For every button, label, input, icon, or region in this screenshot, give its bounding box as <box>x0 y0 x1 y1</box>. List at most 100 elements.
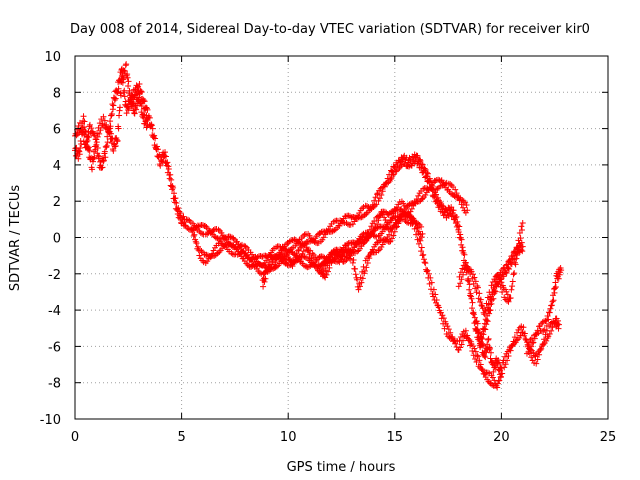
data-point <box>419 161 426 168</box>
data-point <box>177 210 184 217</box>
data-point <box>344 254 351 261</box>
data-point <box>460 204 467 211</box>
data-point <box>370 228 377 235</box>
data-point <box>478 302 485 309</box>
data-point <box>96 130 103 137</box>
data-point <box>379 188 386 195</box>
data-point <box>136 81 143 88</box>
data-point <box>375 247 382 254</box>
data-point <box>492 288 499 295</box>
data-point <box>477 333 484 340</box>
data-point <box>289 263 296 270</box>
y-tick-label: 10 <box>44 50 61 65</box>
data-point <box>196 252 203 259</box>
data-point <box>413 225 420 232</box>
data-point <box>505 298 512 305</box>
data-point <box>115 85 122 92</box>
data-point <box>266 268 273 275</box>
data-point <box>545 316 552 323</box>
data-point <box>484 318 491 325</box>
data-point <box>296 254 303 261</box>
data-point <box>322 262 329 269</box>
data-point <box>489 374 496 381</box>
data-point <box>382 180 389 187</box>
data-point <box>215 226 222 233</box>
data-point <box>518 246 525 253</box>
data-point <box>418 248 425 255</box>
data-point <box>370 203 377 210</box>
data-point <box>558 267 565 274</box>
data-point <box>448 204 455 211</box>
data-point <box>290 259 297 266</box>
data-point <box>421 165 428 172</box>
data-point <box>81 118 88 125</box>
data-point <box>537 346 544 353</box>
data-point <box>502 361 509 368</box>
data-point <box>533 330 540 337</box>
data-point <box>262 275 269 282</box>
data-point <box>522 336 529 343</box>
data-point <box>467 342 474 349</box>
data-point <box>464 332 471 339</box>
data-point <box>389 172 396 179</box>
series-track-f <box>472 318 505 380</box>
data-point <box>375 233 382 240</box>
data-point <box>317 229 324 236</box>
data-point <box>447 329 454 336</box>
data-point <box>302 240 309 247</box>
data-point <box>440 315 447 322</box>
data-point <box>355 286 362 293</box>
series-track-e <box>455 219 526 318</box>
data-point <box>453 190 460 197</box>
data-point <box>555 317 562 324</box>
data-point <box>107 118 114 125</box>
data-point <box>489 381 496 388</box>
data-point <box>153 143 160 150</box>
data-point <box>339 219 346 226</box>
data-point <box>136 90 143 97</box>
data-point <box>340 249 347 256</box>
data-point <box>332 249 339 256</box>
data-point <box>202 222 209 229</box>
data-point <box>477 296 484 303</box>
data-point <box>468 295 475 302</box>
data-point <box>505 265 512 272</box>
data-point <box>331 227 338 234</box>
data-point <box>511 270 518 277</box>
data-point <box>135 97 142 104</box>
data-point <box>378 192 385 199</box>
data-point <box>469 305 476 312</box>
data-point <box>109 101 116 108</box>
data-point <box>323 271 330 278</box>
data-point <box>500 273 507 280</box>
data-point <box>186 217 193 224</box>
data-point <box>100 113 107 120</box>
data-point <box>494 380 501 387</box>
data-point <box>265 261 272 268</box>
data-point <box>157 162 164 169</box>
data-point <box>472 348 479 355</box>
data-point <box>301 231 308 238</box>
data-point <box>543 322 550 329</box>
data-point <box>509 278 516 285</box>
data-point <box>476 329 483 336</box>
data-point <box>555 275 562 282</box>
data-point <box>375 217 382 224</box>
data-point <box>313 257 320 264</box>
series-track-b <box>72 61 151 173</box>
data-point <box>352 265 359 272</box>
data-point <box>516 324 523 331</box>
data-point <box>388 175 395 182</box>
y-tick-label: 8 <box>53 86 61 101</box>
data-point <box>434 185 441 192</box>
data-point <box>311 238 318 245</box>
data-point <box>439 312 446 319</box>
data-point <box>387 176 394 183</box>
data-point <box>381 183 388 190</box>
data-point <box>508 286 515 293</box>
data-point <box>462 259 469 266</box>
data-point <box>445 326 452 333</box>
data-point <box>356 283 363 290</box>
data-point <box>503 270 510 277</box>
data-point <box>505 352 512 359</box>
